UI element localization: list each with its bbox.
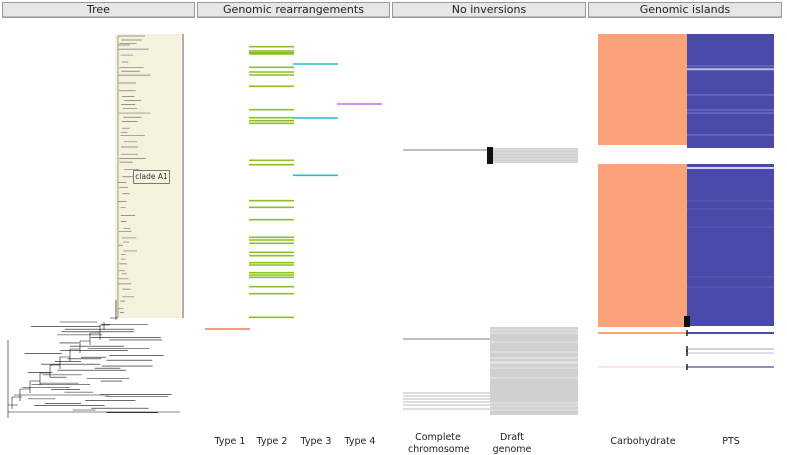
label-type-1: Type 1	[214, 436, 246, 447]
pts-island	[687, 164, 774, 326]
header-tree: Tree	[2, 2, 195, 18]
label-type-2: Type 2	[256, 436, 288, 447]
label-type-3: Type 3	[300, 436, 332, 447]
clade-label: clade A1	[133, 170, 170, 184]
label-type-4: Type 4	[344, 436, 376, 447]
label-pts: PTS	[722, 436, 740, 447]
label-carbohydrate: Carbohydrate	[610, 436, 676, 447]
header-rearrangements: Genomic rearrangements	[197, 2, 390, 18]
carbohydrate-island	[598, 34, 687, 145]
tree-outgroup-branches	[7, 300, 180, 418]
carbohydrate-island	[598, 164, 687, 327]
label-draft-genome: Draft genome	[492, 432, 532, 455]
inversion-marker	[487, 147, 493, 164]
draft-genome-band	[490, 327, 578, 415]
island-marker	[684, 316, 690, 327]
label-complete-chromosome: Complete chromosome	[408, 432, 470, 455]
header-islands: Genomic islands	[588, 2, 782, 18]
header-inversions: No inversions	[392, 2, 586, 18]
pts-island	[687, 34, 774, 148]
tree-clade-branches	[117, 35, 151, 318]
